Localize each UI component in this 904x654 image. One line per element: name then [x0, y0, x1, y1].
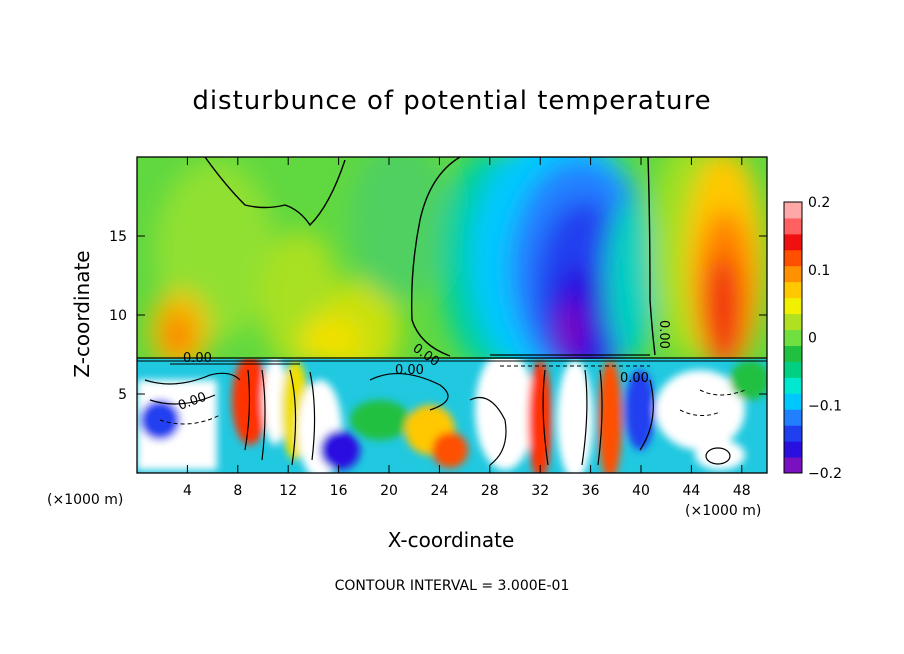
colorbar-swatch — [784, 393, 802, 410]
contour-label: 0.00 — [395, 363, 424, 378]
x-axis-ticks: 4 8 12 16 20 24 28 32 36 40 44 48 — [183, 157, 751, 499]
x-tick-label: 24 — [430, 483, 448, 499]
colorbar-swatch — [784, 457, 802, 474]
colorbar-swatch — [784, 425, 802, 442]
upper-field — [137, 157, 767, 359]
colorbar-tick-label: 0.2 — [808, 195, 830, 211]
colorbar-swatch — [784, 249, 802, 267]
colorbar-swatch — [784, 233, 802, 251]
colorbar-swatch — [784, 217, 802, 235]
lower-field — [137, 359, 767, 473]
y-tick-label: 15 — [109, 229, 127, 245]
x-tick-label: 36 — [582, 483, 600, 499]
x-tick-label: 32 — [531, 483, 549, 499]
colorbar-swatch — [784, 313, 802, 331]
contour-interval-footer: CONTOUR INTERVAL = 3.000E-01 — [334, 578, 570, 594]
interface-band — [137, 354, 767, 367]
colorbar-ticks: 0.2 0.1 0 −0.1 −0.2 — [808, 195, 842, 482]
colorbar-frame — [783, 201, 803, 474]
x-tick-label: 40 — [632, 483, 650, 499]
x-tick-label: 28 — [481, 483, 499, 499]
colorbar-swatch — [784, 297, 802, 315]
x-unit-left: (×1000 m) — [47, 492, 124, 508]
colorbar-swatch — [784, 361, 802, 378]
x-tick-label: 12 — [279, 483, 297, 499]
y-tick-label: 10 — [109, 308, 127, 324]
colorbar-swatch — [784, 265, 802, 283]
contour-label: 0.00 — [656, 320, 671, 349]
colorbar-swatch — [784, 202, 802, 219]
x-tick-label: 48 — [733, 483, 751, 499]
colorbar-swatch — [784, 281, 802, 299]
colorbar-tick-label: 0.1 — [808, 263, 830, 279]
colorbar-swatch — [784, 409, 802, 426]
colorbar-swatch — [784, 377, 802, 394]
colorbar-swatch — [784, 329, 802, 346]
x-unit-right: (×1000 m) — [685, 503, 762, 519]
zero-contours — [204, 157, 656, 357]
x-tick-label: 44 — [682, 483, 700, 499]
colorbar-tick-label: −0.1 — [808, 398, 842, 414]
x-tick-label: 8 — [233, 483, 242, 499]
colorbar — [783, 201, 803, 474]
x-tick-label: 20 — [380, 483, 398, 499]
x-tick-label: 16 — [330, 483, 348, 499]
x-tick-label: 4 — [183, 483, 192, 499]
y-tick-label: 5 — [118, 387, 127, 403]
y-axis-label: Z-coordinate — [70, 250, 94, 378]
colorbar-swatch — [784, 345, 802, 362]
contour-label: 0.00 — [183, 351, 212, 366]
colorbar-swatch — [784, 441, 802, 458]
contour-label: 0.00 — [620, 371, 649, 386]
colorbar-tick-label: −0.2 — [808, 466, 842, 482]
y-axis-ticks: 5 10 15 — [109, 229, 767, 403]
colorbar-tick-label: 0 — [808, 331, 817, 347]
x-axis-label: X-coordinate — [387, 528, 515, 552]
chart-title: disturbunce of potential temperature — [192, 86, 712, 116]
